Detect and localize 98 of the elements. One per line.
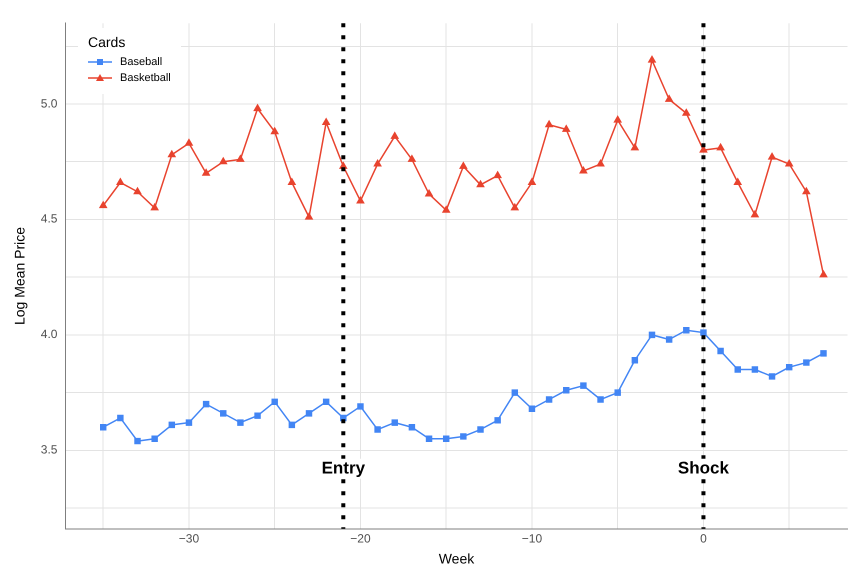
- point: [631, 144, 639, 150]
- point: [374, 426, 381, 433]
- point: [460, 433, 467, 440]
- x-tick-label: −20: [350, 531, 371, 546]
- legend-title: Cards: [88, 34, 126, 50]
- ref-line-label: Shock: [678, 458, 730, 478]
- point: [820, 270, 828, 278]
- point: [270, 127, 278, 134]
- point: [100, 424, 106, 430]
- point: [356, 196, 364, 204]
- point: [494, 417, 501, 424]
- point: [512, 389, 518, 396]
- point: [186, 419, 192, 426]
- point: [288, 422, 296, 428]
- x-tick-label: −30: [178, 531, 200, 546]
- legend-label: Baseball: [120, 56, 162, 68]
- point: [408, 424, 416, 430]
- point: [682, 108, 690, 116]
- point: [803, 359, 810, 366]
- point: [322, 398, 330, 406]
- point: [220, 410, 226, 417]
- point: [254, 412, 261, 419]
- point: [511, 204, 519, 210]
- x-tick-label: −10: [522, 531, 542, 546]
- point: [716, 144, 724, 150]
- point: [768, 152, 776, 160]
- point: [717, 348, 724, 354]
- point: [305, 212, 313, 220]
- legend-label: Basketball: [120, 72, 171, 84]
- point: [392, 419, 398, 426]
- ref-line-label: Entry: [322, 458, 366, 478]
- point: [545, 120, 553, 128]
- point: [614, 116, 622, 123]
- y-tick-label: 3.5: [40, 442, 58, 457]
- point: [752, 366, 758, 373]
- point: [390, 132, 399, 139]
- point: [768, 373, 776, 380]
- point: [116, 178, 124, 185]
- point: [546, 396, 552, 403]
- point: [236, 155, 244, 162]
- point: [374, 160, 382, 167]
- point: [254, 104, 262, 112]
- point: [219, 157, 228, 164]
- point: [528, 178, 536, 185]
- y-tick-label: 4.0: [40, 327, 58, 342]
- point: [99, 201, 107, 208]
- x-axis-title: Week: [438, 550, 476, 566]
- point: [802, 187, 810, 194]
- point: [442, 206, 450, 213]
- point: [665, 95, 673, 102]
- point: [734, 178, 742, 185]
- point: [117, 414, 124, 422]
- point: [237, 419, 244, 426]
- point: [151, 436, 158, 442]
- point: [425, 190, 433, 197]
- point: [408, 155, 416, 162]
- x-tick-label: 0: [700, 531, 708, 546]
- point: [700, 329, 707, 336]
- point: [597, 396, 604, 403]
- point: [202, 400, 210, 408]
- point: [306, 410, 312, 417]
- point: [168, 150, 176, 158]
- y-tick-label: 5.0: [40, 96, 58, 110]
- point: [785, 160, 793, 167]
- point: [751, 210, 759, 218]
- point: [820, 350, 827, 357]
- point: [614, 389, 621, 396]
- point: [786, 364, 792, 370]
- point: [528, 406, 536, 412]
- point: [666, 336, 672, 343]
- point: [357, 403, 364, 410]
- point: [322, 118, 330, 125]
- point: [185, 139, 193, 146]
- point: [580, 382, 587, 389]
- point: [494, 171, 502, 178]
- point: [288, 178, 296, 185]
- point: [596, 160, 604, 167]
- point: [168, 422, 176, 428]
- point: [271, 398, 278, 406]
- point: [150, 204, 158, 210]
- point: [460, 162, 468, 169]
- point: [426, 436, 432, 442]
- point: [134, 438, 141, 444]
- point: [632, 357, 638, 364]
- point: [477, 426, 484, 433]
- point: [734, 366, 741, 373]
- y-axis-title: Log Mean Price: [11, 226, 28, 326]
- y-tick-label: 4.5: [40, 212, 58, 226]
- point: [563, 387, 570, 394]
- point: [202, 169, 210, 176]
- point: [683, 327, 690, 334]
- point: [476, 180, 484, 188]
- point: [562, 125, 570, 132]
- point: [134, 187, 142, 194]
- point: [648, 56, 656, 63]
- point: [442, 436, 450, 442]
- point: [648, 332, 656, 338]
- point: [580, 166, 588, 174]
